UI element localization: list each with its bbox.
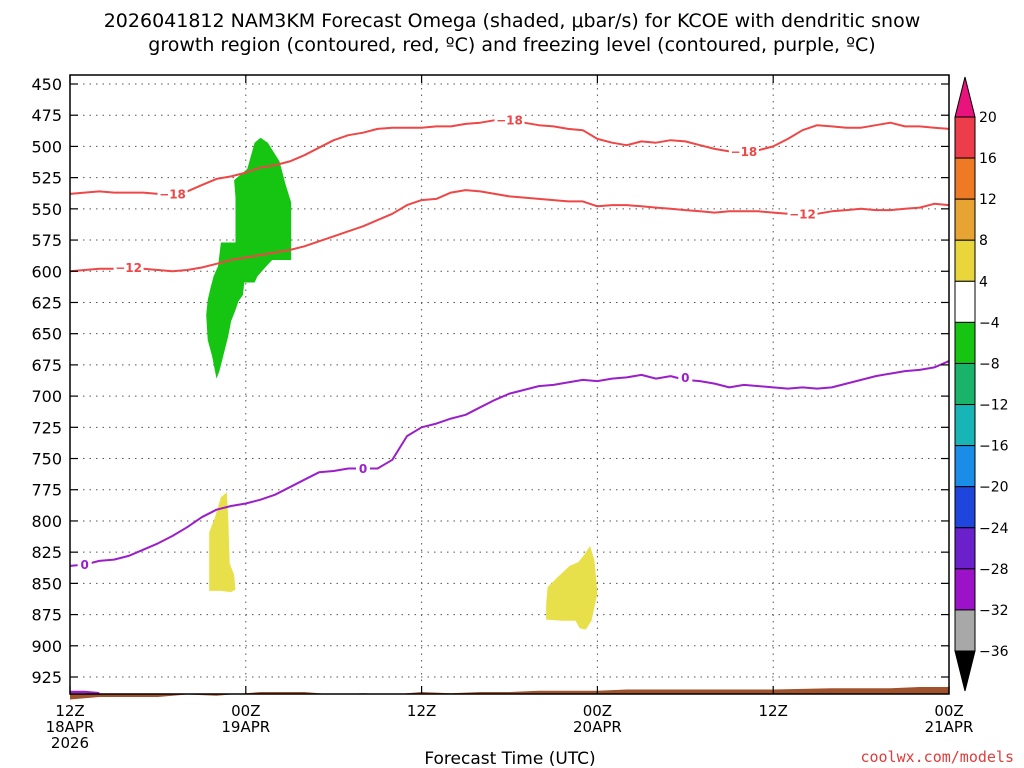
credit-text: coolwx.com/models: [860, 748, 1014, 766]
colorbar-swatch-8: [954, 445, 976, 488]
surface-freezing-trace: [70, 690, 100, 695]
x-tick-label-48-1: 12Z: [759, 702, 788, 720]
freezing-level-label-2: 0: [681, 371, 689, 385]
colorbar-label-13: −36: [979, 644, 1009, 660]
minus-18-isotherm-label-bg-0: [157, 185, 188, 202]
omega-yellow-region-2: [546, 545, 598, 630]
colorbar-swatch-5: [954, 321, 976, 364]
y-tick-label-875: 875: [31, 606, 62, 625]
colorbar-label-4: 4: [979, 274, 988, 290]
colorbar-label-9: −20: [979, 480, 1009, 496]
colorbar-label-1: 16: [979, 151, 997, 167]
y-tick-label-700: 700: [31, 387, 62, 406]
minus-18-isotherm-label-1: −18: [496, 114, 523, 128]
colorbar-top-arrow: [954, 76, 976, 118]
y-tick-label-500: 500: [31, 137, 62, 156]
x-tick-label-0-1: 12Z: [55, 702, 84, 720]
x-tick-label-12-1: 00Z: [231, 702, 260, 720]
freezing-level-label-bg-1: [356, 460, 370, 477]
colorbar-label-3: 8: [979, 233, 988, 249]
y-tick-label-800: 800: [31, 512, 62, 531]
x-tick-label-60-1: 00Z: [934, 702, 963, 720]
x-tick-label-0-2: 18APR: [46, 718, 95, 736]
y-tick-label-825: 825: [31, 543, 62, 562]
chart-title-line-2: growth region (contoured, red, ºC) and f…: [148, 34, 875, 56]
omega-yellow-region-1: [209, 492, 236, 593]
colorbar-swatch-0: [954, 116, 976, 159]
colorbar-label-11: −28: [979, 562, 1009, 578]
colorbar-swatch-9: [954, 486, 976, 529]
y-tick-label-650: 650: [31, 325, 62, 344]
x-tick-label-36-1: 00Z: [583, 702, 612, 720]
colorbar-swatch-10: [954, 527, 976, 570]
colorbar-swatch-4: [954, 280, 976, 323]
freezing-level-label-0: 0: [80, 558, 88, 572]
x-tick-label-60-2: 21APR: [925, 718, 974, 736]
y-tick-label-750: 750: [31, 450, 62, 469]
x-tick-label-12-2: 19APR: [221, 718, 270, 736]
y-tick-label-450: 450: [31, 75, 62, 94]
colorbar-label-0: 20: [979, 110, 997, 126]
y-tick-label-525: 525: [31, 169, 62, 188]
colorbar-swatch-1: [954, 157, 976, 200]
colorbar-label-7: −12: [979, 398, 1009, 414]
minus-12-isotherm: [69, 189, 950, 273]
colorbar-swatch-6: [954, 362, 976, 406]
y-tick-label-675: 675: [31, 356, 62, 375]
minus-18-isotherm-label-2: −18: [731, 145, 758, 159]
plot-area: −18 −18 −18 −12 −12 0 0 0 450 475 500 525 550 575 600 6…: [31, 74, 974, 752]
colorbar-swatch-7: [954, 404, 976, 447]
y-tick-label-725: 725: [31, 418, 62, 437]
y-tick-label-550: 550: [31, 200, 62, 219]
colorbar-label-5: −4: [979, 315, 1000, 331]
colorbar-label-2: 12: [979, 192, 997, 208]
minus-18-isotherm-label-bg-1: [494, 112, 525, 129]
omega-green-region: [206, 137, 292, 379]
y-tick-label-600: 600: [31, 262, 62, 281]
colorbar: 20 16 12 8 4 −4 −8 −12 −16 −20 −24 −28 −32 −36: [954, 76, 1009, 692]
y-tick-label-475: 475: [31, 106, 62, 125]
y-tick-label-925: 925: [31, 668, 62, 687]
freezing-level-label-1: 0: [359, 462, 367, 476]
colorbar-label-10: −24: [979, 521, 1009, 537]
colorbar-label-12: −32: [979, 603, 1009, 619]
colorbar-label-8: −16: [979, 439, 1009, 455]
colorbar-swatch-3: [954, 239, 976, 282]
colorbar-bottom-arrow: [954, 650, 976, 692]
minus-18-isotherm-label-bg-2: [728, 143, 759, 160]
freezing-level-label-bg-2: [678, 369, 693, 386]
minus-12-isotherm-label-bg-0: [113, 259, 144, 276]
freezing-level-label-bg-0: [77, 556, 92, 573]
minus-12-isotherm-label-1: −12: [789, 207, 816, 221]
x-tick-label-0-3: 2026: [51, 734, 89, 752]
y-tick-label-625: 625: [31, 293, 62, 312]
plot-frame: [69, 74, 950, 695]
minus-18-isotherm: [69, 119, 950, 195]
minus-18-isotherm-label-0: −18: [159, 187, 186, 201]
colorbar-swatch-12: [954, 609, 976, 652]
x-tick-label-24-1: 12Z: [407, 702, 436, 720]
y-tick-label-575: 575: [31, 231, 62, 250]
minus-12-isotherm-label-0: −12: [115, 261, 142, 275]
chart-title-line-1: 2026041812 NAM3KM Forecast Omega (shaded…: [104, 10, 921, 32]
x-axis-label: Forecast Time (UTC): [424, 749, 595, 768]
y-tick-label-900: 900: [31, 637, 62, 656]
freezing-level: [69, 360, 950, 567]
colorbar-swatch-11: [954, 568, 976, 611]
y-tick-label-850: 850: [31, 574, 62, 593]
colorbar-label-6: −8: [979, 356, 1000, 372]
x-tick-label-36-2: 20APR: [573, 718, 622, 736]
colorbar-swatch-2: [954, 198, 976, 241]
y-tick-label-775: 775: [31, 481, 62, 500]
minus-12-isotherm-label-bg-1: [787, 205, 818, 222]
